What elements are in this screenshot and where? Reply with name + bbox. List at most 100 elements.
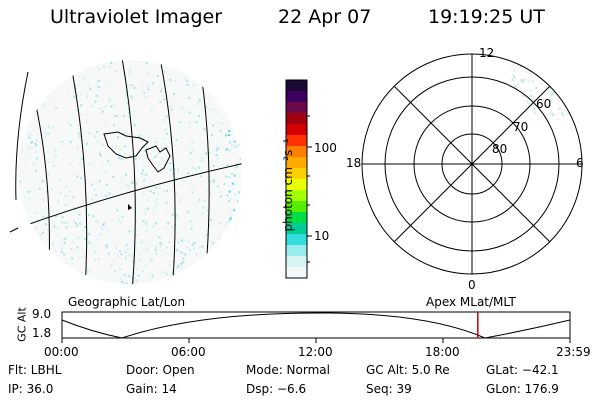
emission-pixel (569, 83, 572, 86)
emission-pixel (120, 282, 123, 284)
emission-pixel (227, 60, 230, 63)
emission-pixel (128, 111, 131, 114)
meridian-line (69, 60, 88, 284)
emission-pixel (119, 148, 122, 151)
emission-pixel (142, 169, 144, 172)
filter-info: Flt: LBHL (8, 363, 62, 377)
emission-pixel (18, 247, 21, 250)
emission-pixel (183, 240, 186, 242)
emission-pixel (551, 91, 554, 94)
emission-pixel (201, 71, 204, 74)
emission-pixel (551, 78, 554, 81)
emission-pixel (145, 199, 148, 202)
emission-pixel (127, 185, 130, 188)
emission-pixel (109, 66, 112, 69)
earth-disc (18, 60, 242, 284)
emission-pixel (54, 149, 57, 152)
colorbar-unit-label: photon cm⁻²s⁻¹ (281, 138, 295, 232)
emission-pixel (163, 280, 165, 283)
emission-pixel (207, 190, 210, 192)
emission-pixel (76, 217, 79, 219)
emission-pixel (93, 135, 96, 138)
emission-pixel (103, 125, 106, 127)
emission-pixel (41, 266, 44, 268)
emission-pixel (548, 67, 551, 70)
emission-pixel (237, 109, 240, 112)
emission-pixel (189, 77, 192, 80)
emission-pixel (188, 249, 191, 251)
emission-pixel (188, 111, 191, 114)
emission-pixel (208, 149, 211, 152)
emission-pixel (539, 58, 542, 61)
emission-pixel (210, 274, 213, 276)
emission-pixel (28, 233, 31, 235)
emission-pixel (29, 266, 32, 269)
emission-pixel (218, 237, 221, 240)
emission-pixel (154, 137, 157, 140)
emission-pixel (27, 103, 30, 105)
emission-pixel (119, 268, 122, 271)
emission-pixel (226, 233, 229, 236)
emission-pixel (105, 247, 107, 250)
emission-pixel (63, 253, 66, 256)
emission-pixel (134, 157, 137, 160)
emission-pixel (197, 267, 200, 270)
emission-pixel (106, 159, 109, 162)
emission-pixel (214, 86, 217, 88)
emission-pixel (132, 181, 134, 184)
emission-pixel (129, 67, 132, 70)
emission-pixel (69, 162, 72, 165)
emission-pixel (28, 224, 31, 227)
emission-pixel (522, 94, 525, 97)
emission-pixel (199, 268, 202, 271)
emission-pixel (557, 106, 560, 109)
emission-pixel (233, 183, 236, 186)
emission-pixel (121, 280, 123, 283)
emission-pixel (204, 106, 207, 108)
emission-pixel (222, 263, 225, 266)
geographic-image (9, 60, 242, 284)
emission-pixel (65, 195, 68, 197)
emission-pixel (147, 85, 150, 88)
emission-pixel (65, 237, 68, 240)
emission-pixel (208, 269, 211, 272)
meridian-line (15, 71, 29, 201)
emission-pixel (232, 256, 235, 259)
emission-pixel (181, 280, 184, 283)
emission-pixel (89, 162, 92, 165)
emission-pixel (146, 227, 149, 230)
emission-pixel (201, 245, 204, 248)
emission-pixel (229, 103, 232, 105)
colorbar-strip (286, 267, 307, 279)
emission-pixel (116, 254, 119, 257)
emission-pixel (134, 233, 137, 236)
emission-pixel (41, 231, 44, 234)
emission-pixel (147, 72, 150, 75)
emission-pixel (101, 194, 103, 197)
emission-pixel (20, 267, 23, 270)
emission-pixel (545, 63, 548, 66)
emission-pixel (198, 198, 201, 201)
emission-pixel (160, 90, 163, 93)
emission-pixel (542, 98, 545, 101)
emission-pixel (159, 187, 162, 190)
emission-pixel (65, 226, 68, 229)
emission-pixel (18, 87, 21, 90)
emission-pixel (86, 114, 89, 117)
emission-pixel (145, 223, 148, 226)
emission-pixel (558, 92, 561, 95)
emission-pixel (21, 108, 24, 111)
emission-pixel (229, 141, 232, 144)
emission-pixel (36, 226, 39, 229)
emission-pixel (160, 271, 163, 274)
emission-pixel (218, 100, 221, 103)
emission-pixel (151, 225, 154, 228)
emission-pixel (225, 65, 227, 68)
emission-pixel (63, 221, 66, 224)
meridian-line (121, 60, 136, 284)
time-tick-label: 06:00 (171, 345, 206, 359)
emission-pixel (155, 205, 158, 208)
emission-pixel (160, 157, 163, 160)
emission-pixel (45, 255, 48, 258)
emission-pixel (220, 163, 223, 166)
